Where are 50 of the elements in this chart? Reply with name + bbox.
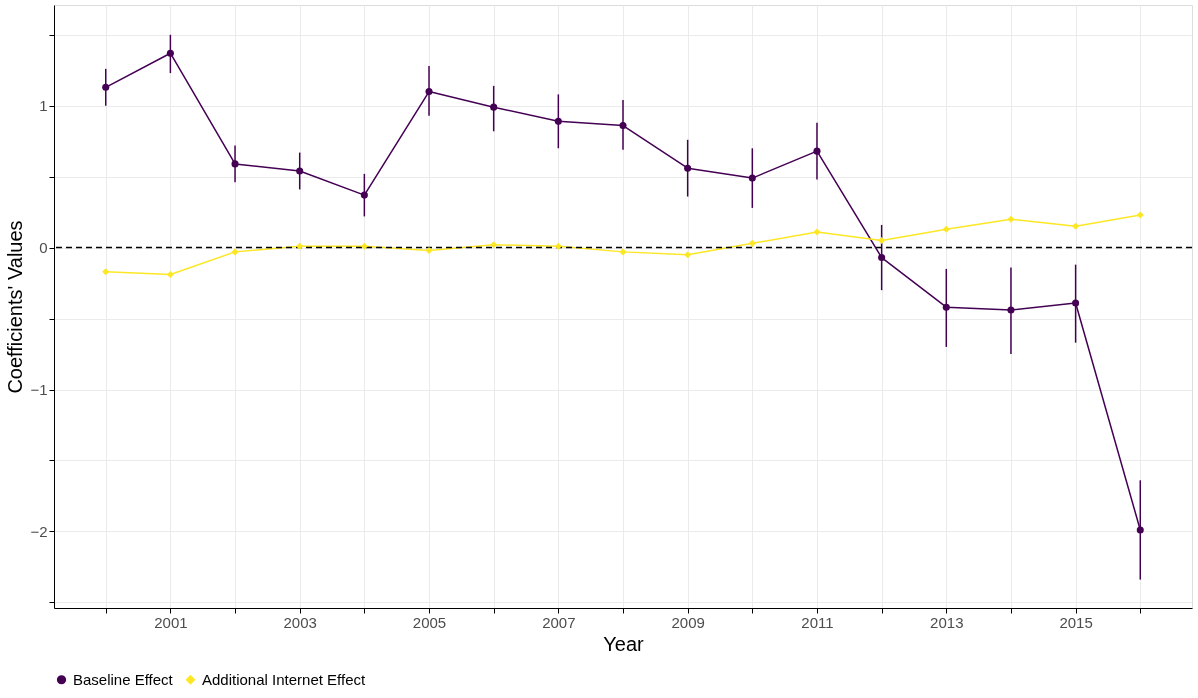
y-tick-label: 1 xyxy=(39,97,48,115)
point xyxy=(231,248,239,256)
y-tick-label: −1 xyxy=(30,381,48,398)
point xyxy=(166,271,174,279)
point xyxy=(102,83,110,91)
x-axis-title: Year xyxy=(603,632,645,655)
x-tick-label: 2011 xyxy=(801,613,834,631)
point xyxy=(1007,306,1015,314)
point xyxy=(1136,526,1144,534)
point xyxy=(490,103,498,111)
legend-label: Baseline Effect xyxy=(73,670,174,688)
point xyxy=(102,268,110,276)
point xyxy=(1072,222,1080,230)
x-tick-label: 2015 xyxy=(1059,613,1093,631)
x-tick-label: 2005 xyxy=(412,613,447,631)
point xyxy=(554,117,562,125)
point xyxy=(296,242,304,250)
point xyxy=(942,225,950,233)
point xyxy=(619,248,627,256)
point xyxy=(166,49,174,57)
point xyxy=(748,239,756,247)
y-tick-label: 0 xyxy=(39,239,48,257)
point xyxy=(360,191,368,199)
x-tick-label: 2001 xyxy=(154,613,188,631)
point xyxy=(231,160,239,168)
point xyxy=(296,167,304,175)
x-tick-label: 2003 xyxy=(283,613,317,631)
point xyxy=(684,164,692,172)
legend-label: Additional Internet Effect xyxy=(202,670,366,688)
point xyxy=(813,147,821,155)
point xyxy=(360,242,368,250)
x-tick-label: 2013 xyxy=(930,613,964,631)
point xyxy=(619,122,627,130)
point xyxy=(748,174,756,182)
point xyxy=(942,303,950,311)
point xyxy=(878,254,886,262)
point xyxy=(554,242,562,250)
point xyxy=(878,236,886,245)
point xyxy=(684,251,692,259)
x-tick-label: 2007 xyxy=(542,613,576,631)
point xyxy=(813,228,821,236)
point xyxy=(1007,215,1015,223)
point xyxy=(425,246,433,254)
y-tick-label: −2 xyxy=(30,522,48,540)
point xyxy=(490,241,498,249)
point xyxy=(1072,299,1080,307)
point xyxy=(425,88,433,96)
x-tick-label: 2009 xyxy=(671,613,705,631)
y-axis-title: Coefficients' Values xyxy=(4,220,27,394)
point xyxy=(1136,211,1144,219)
